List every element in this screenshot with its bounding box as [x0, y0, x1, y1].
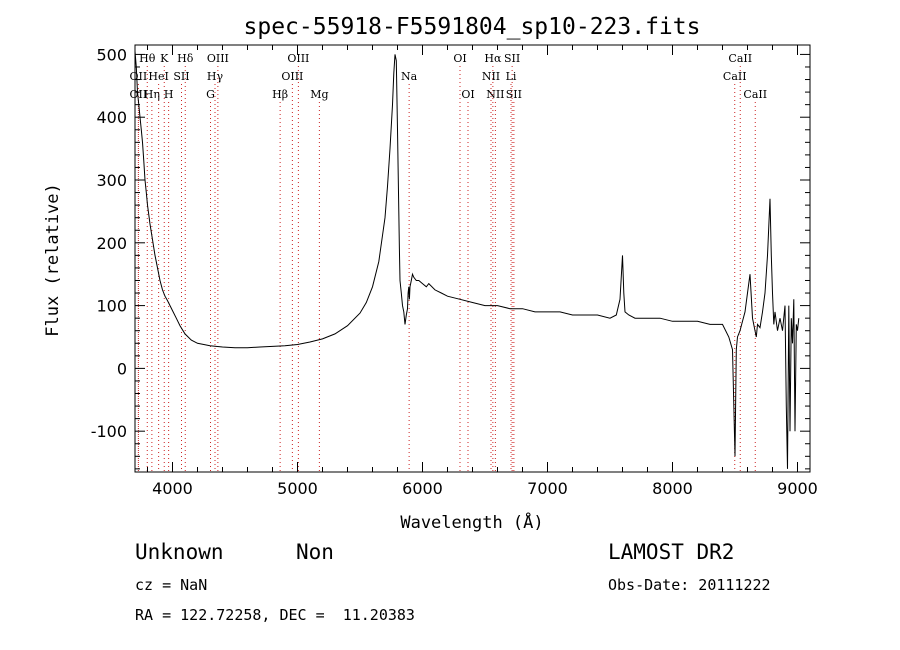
- line-marker-label: Na: [401, 70, 418, 83]
- line-marker-label: Li: [506, 70, 517, 83]
- line-marker-label: HeI: [148, 70, 168, 83]
- line-marker-label: OIII: [207, 52, 229, 65]
- line-marker-label: Hθ: [139, 52, 156, 65]
- coordinates: RA = 122.72258, DEC = 11.20383: [135, 606, 415, 624]
- redshift-cz: cz = NaN: [135, 576, 208, 594]
- line-marker-label: G: [206, 88, 215, 101]
- x-axis-label: Wavelength (Å): [400, 511, 543, 533]
- line-marker-label: OI: [453, 52, 466, 65]
- y-tick-label: 400: [96, 108, 127, 127]
- line-marker-label: Hγ: [207, 70, 224, 83]
- y-tick-label: 300: [96, 171, 127, 190]
- x-tick-label: 6000: [402, 479, 443, 498]
- x-tick-label: 8000: [652, 479, 693, 498]
- y-tick-label: 200: [96, 234, 127, 253]
- x-tick-label: 5000: [277, 479, 318, 498]
- line-marker-label: OII: [130, 88, 148, 101]
- chart-title: spec-55918-F5591804_sp10-223.fits: [244, 14, 701, 40]
- y-tick-label: 0: [117, 359, 127, 378]
- line-marker-label: SII: [506, 88, 522, 101]
- obs-date: Obs-Date: 20111222: [608, 576, 771, 594]
- line-marker-label: Mg: [310, 88, 328, 101]
- line-marker-label: NII: [486, 88, 504, 101]
- line-marker-label: SII: [173, 70, 189, 83]
- line-marker-label: Hδ: [177, 52, 194, 65]
- line-marker-label: Hβ: [272, 88, 288, 101]
- line-marker-label: K: [160, 52, 169, 65]
- line-marker-label: CaII: [728, 52, 752, 65]
- object-subclass: Non: [296, 540, 334, 564]
- axes: 4000 5000 6000 7000 8000 9000 -100 0 100 200 300 40…: [91, 45, 818, 498]
- line-marker-label: Hα: [484, 52, 502, 65]
- line-marker-label: NII: [482, 70, 500, 83]
- spectrum-series-line: [134, 51, 800, 469]
- line-marker-label: SII: [504, 52, 520, 65]
- y-tick-label: -100: [91, 422, 127, 441]
- y-tick-label: 100: [96, 297, 127, 316]
- line-marker-label: CaII: [723, 70, 747, 83]
- x-tick-label: 9000: [777, 479, 818, 498]
- line-marker-label: OI: [461, 88, 474, 101]
- line-marker-label: OIII: [287, 52, 309, 65]
- line-marker-label: OII: [130, 70, 148, 83]
- y-tick-label: 500: [96, 45, 127, 64]
- line-marker-label: OIII: [281, 70, 303, 83]
- plot-frame: [134, 44, 811, 473]
- object-class: Unknown: [135, 540, 224, 564]
- line-marker-label: CaII: [743, 88, 767, 101]
- x-tick-label: 4000: [152, 479, 193, 498]
- x-tick-label: 7000: [527, 479, 568, 498]
- line-marker-label: H: [164, 88, 174, 101]
- line-marker-label: Hη: [144, 88, 160, 101]
- y-axis-label: Flux (relative): [43, 183, 63, 337]
- survey-name: LAMOST DR2: [608, 540, 735, 564]
